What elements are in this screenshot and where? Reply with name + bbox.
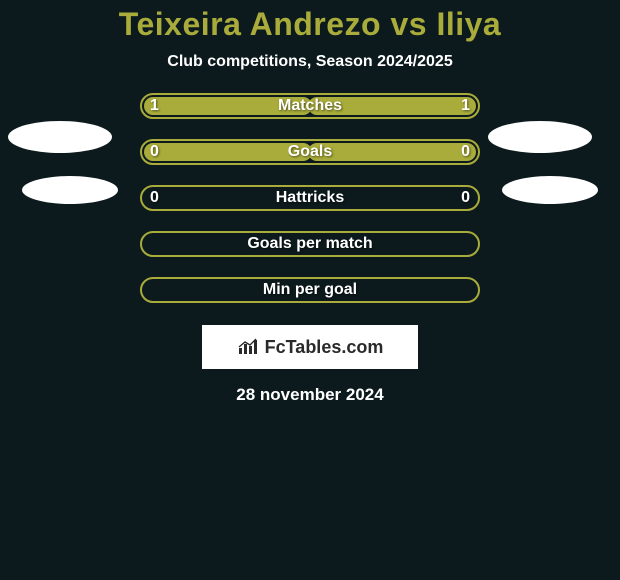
- stat-bar-track: [140, 139, 480, 165]
- decor-ellipse: [488, 121, 592, 153]
- stat-bar-fill-left: [144, 97, 312, 115]
- stat-bar-track: [140, 231, 480, 257]
- logo-text: FcTables.com: [265, 337, 384, 358]
- decor-ellipse: [22, 176, 118, 204]
- stat-bar-fill-left: [144, 143, 312, 161]
- subtitle: Club competitions, Season 2024/2025: [0, 53, 620, 71]
- barchart-icon: [237, 338, 259, 356]
- logo-box: FcTables.com: [202, 325, 418, 369]
- comparison-card: Teixeira Andrezo vs Iliya Club competiti…: [0, 0, 620, 580]
- stat-bar-fill-right: [308, 97, 476, 115]
- footer-date: 28 november 2024: [0, 385, 620, 405]
- stat-bar-track: [140, 185, 480, 211]
- decor-ellipse: [502, 176, 598, 204]
- decor-ellipse: [8, 121, 112, 153]
- stat-row: Goals per match: [0, 231, 620, 257]
- stat-bar-track: [140, 93, 480, 119]
- page-title: Teixeira Andrezo vs Iliya: [0, 6, 620, 43]
- logo: FcTables.com: [237, 337, 384, 358]
- stat-row: Min per goal: [0, 277, 620, 303]
- stat-row: Matches11: [0, 93, 620, 119]
- stat-bar-fill-right: [308, 143, 476, 161]
- stat-bar-track: [140, 277, 480, 303]
